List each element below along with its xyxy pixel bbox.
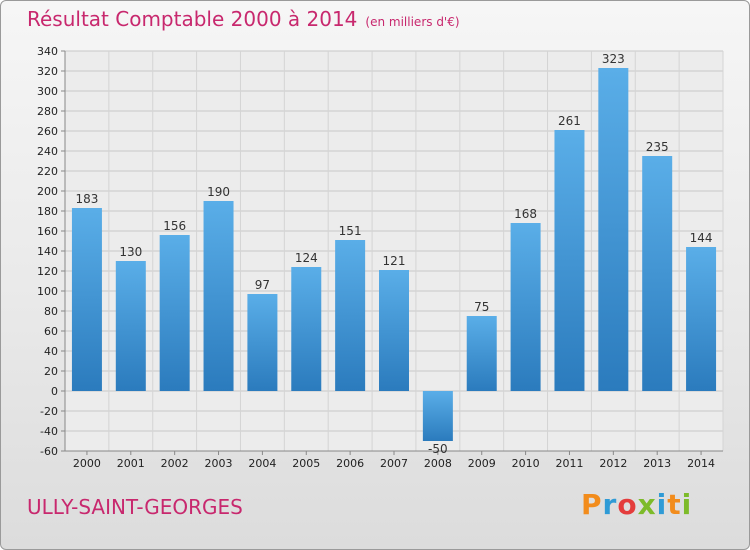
chart-title: Résultat Comptable 2000 à 2014 (en millie… [27, 7, 460, 31]
bar [335, 240, 366, 391]
labels: 183 130 156 190 97 124 151 121 -50 75 168 261 323 235… [75, 52, 712, 456]
x-tick-label: 2012 [599, 457, 627, 470]
axes: -60 -40 -20 0 20 40 60 80 100 120 140 160 180 200 220 2… [37, 45, 723, 470]
y-tick-label: 240 [37, 145, 58, 158]
bar [115, 261, 146, 391]
x-tick-label: 2009 [468, 457, 496, 470]
x-tick-label: 2007 [380, 457, 408, 470]
bar [203, 201, 234, 391]
x-tick-label: 2001 [117, 457, 145, 470]
x-tick-label: 2011 [555, 457, 583, 470]
y-tick-label: 100 [37, 285, 58, 298]
bar [422, 391, 453, 441]
value-label: 323 [602, 52, 625, 66]
y-tick-label: 280 [37, 105, 58, 118]
value-label: 156 [163, 219, 186, 233]
x-tick-label: 2010 [512, 457, 540, 470]
commune-name: ULLY-SAINT-GEORGES [27, 495, 243, 519]
y-tick-label: 60 [44, 325, 58, 338]
y-tick-label: 340 [37, 45, 58, 58]
value-label: 151 [339, 224, 362, 238]
x-tick-label: 2008 [424, 457, 452, 470]
logo-letter: r [602, 488, 618, 521]
value-label: 121 [383, 254, 406, 268]
x-tick-label: 2006 [336, 457, 364, 470]
bar [247, 294, 278, 391]
value-label: 168 [514, 207, 537, 221]
x-tick-label: 2000 [73, 457, 101, 470]
value-label: 130 [119, 245, 142, 259]
value-label: 144 [690, 231, 713, 245]
value-label: 183 [75, 192, 98, 206]
value-label: 97 [255, 278, 270, 292]
y-tick-label: 160 [37, 225, 58, 238]
bars [71, 68, 717, 441]
bar [71, 208, 102, 391]
value-label: 261 [558, 114, 581, 128]
x-tick-label: 2003 [205, 457, 233, 470]
y-tick-label: 20 [44, 365, 58, 378]
y-tick-label: -60 [40, 445, 58, 458]
bar [159, 235, 190, 391]
bar [291, 267, 322, 391]
chart-unit: (en milliers d'€) [365, 15, 460, 29]
x-tick-label: 2004 [248, 457, 276, 470]
y-tick-label: 120 [37, 265, 58, 278]
y-tick-label: 320 [37, 65, 58, 78]
chart-title-text: Résultat Comptable 2000 à 2014 [27, 7, 358, 31]
y-tick-label: 220 [37, 165, 58, 178]
x-tick-label: 2002 [161, 457, 189, 470]
brand-logo: Proxiti [581, 488, 692, 521]
y-tick-label: 0 [51, 385, 58, 398]
y-tick-label: 180 [37, 205, 58, 218]
x-tick-label: 2014 [687, 457, 715, 470]
y-tick-label: 140 [37, 245, 58, 258]
value-label: 190 [207, 185, 230, 199]
y-tick-label: 260 [37, 125, 58, 138]
bar [598, 68, 629, 391]
bar [642, 156, 673, 391]
y-tick-label: 80 [44, 305, 58, 318]
x-tick-label: 2005 [292, 457, 320, 470]
y-tick-label: -40 [40, 425, 58, 438]
value-label: 124 [295, 251, 318, 265]
logo-letter: t [667, 488, 682, 521]
y-tick-label: 40 [44, 345, 58, 358]
logo-letter: P [581, 488, 603, 521]
value-label: 75 [474, 300, 489, 314]
logo-letter: o [617, 488, 638, 521]
y-tick-label: 200 [37, 185, 58, 198]
bar [554, 130, 585, 391]
bar [379, 270, 409, 391]
logo-letter: x [637, 488, 657, 521]
value-label: 235 [646, 140, 669, 154]
logo-letter: i [681, 488, 693, 521]
bar [686, 247, 717, 391]
y-tick-label: -20 [40, 405, 58, 418]
value-label: -50 [428, 442, 448, 456]
bar [510, 223, 541, 391]
bar [466, 316, 497, 391]
x-tick-label: 2013 [643, 457, 671, 470]
y-tick-label: 300 [37, 85, 58, 98]
logo-letter: i [656, 488, 668, 521]
